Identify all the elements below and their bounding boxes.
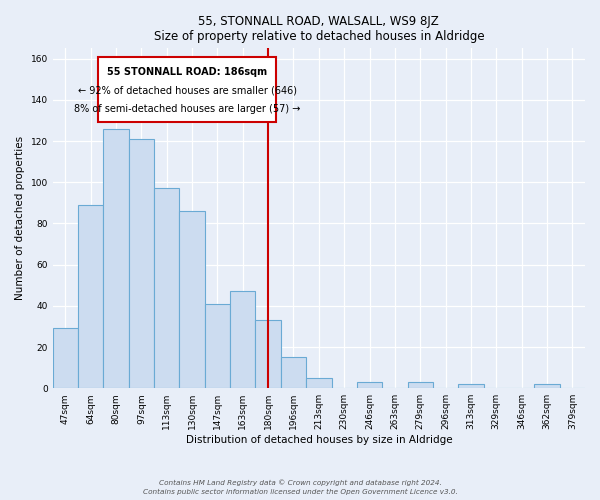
Bar [357, 382, 382, 388]
Bar [458, 384, 484, 388]
Bar [53, 328, 78, 388]
X-axis label: Distribution of detached houses by size in Aldridge: Distribution of detached houses by size … [185, 435, 452, 445]
FancyBboxPatch shape [98, 56, 276, 122]
Bar [306, 378, 332, 388]
Bar [535, 384, 560, 388]
Bar [205, 304, 230, 388]
Bar [78, 205, 103, 388]
Bar [179, 211, 205, 388]
Text: Contains HM Land Registry data © Crown copyright and database right 2024.
Contai: Contains HM Land Registry data © Crown c… [143, 480, 457, 495]
Bar [154, 188, 179, 388]
Text: 8% of semi-detached houses are larger (57) →: 8% of semi-detached houses are larger (5… [74, 104, 300, 114]
Bar [407, 382, 433, 388]
Text: ← 92% of detached houses are smaller (646): ← 92% of detached houses are smaller (64… [77, 86, 296, 96]
Bar [256, 320, 281, 388]
Title: 55, STONNALL ROAD, WALSALL, WS9 8JZ
Size of property relative to detached houses: 55, STONNALL ROAD, WALSALL, WS9 8JZ Size… [154, 15, 484, 43]
Y-axis label: Number of detached properties: Number of detached properties [15, 136, 25, 300]
Bar [129, 139, 154, 388]
Text: 55 STONNALL ROAD: 186sqm: 55 STONNALL ROAD: 186sqm [107, 67, 267, 77]
Bar [103, 128, 129, 388]
Bar [230, 292, 256, 388]
Bar [281, 358, 306, 388]
